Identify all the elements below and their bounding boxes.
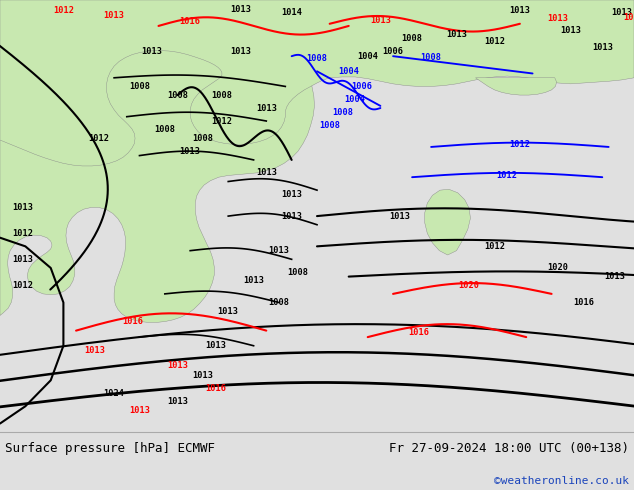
Text: 1004: 1004 [357, 51, 378, 61]
Text: 1008: 1008 [420, 53, 442, 62]
Text: 1008: 1008 [167, 91, 188, 99]
Text: 1016: 1016 [122, 318, 144, 326]
Text: 1008: 1008 [154, 125, 176, 134]
Text: 1012: 1012 [53, 6, 74, 15]
Text: 1008: 1008 [129, 82, 150, 91]
Text: 1013: 1013 [13, 255, 34, 264]
Text: 1013: 1013 [230, 48, 252, 56]
Text: 1008: 1008 [401, 34, 423, 44]
Text: 1013: 1013 [560, 26, 581, 35]
Text: 1013: 1013 [129, 406, 150, 415]
Text: 1008: 1008 [332, 108, 353, 117]
Text: 1013: 1013 [167, 397, 188, 406]
Text: 1008: 1008 [319, 121, 340, 130]
Text: 1020: 1020 [458, 281, 480, 290]
Text: 1013: 1013 [611, 8, 632, 17]
Polygon shape [0, 0, 634, 166]
Text: 1013: 1013 [217, 307, 239, 316]
Text: 1016: 1016 [573, 298, 594, 307]
Text: Surface pressure [hPa] ECMWF: Surface pressure [hPa] ECMWF [5, 442, 215, 455]
Text: 1013: 1013 [268, 246, 290, 255]
Text: 1008: 1008 [211, 91, 233, 99]
Text: 1013: 1013 [167, 361, 188, 369]
Text: 1014: 1014 [281, 8, 302, 18]
Text: 1008: 1008 [287, 268, 309, 277]
Text: 1013: 1013 [103, 11, 125, 20]
Polygon shape [476, 78, 557, 95]
Text: 1013: 1013 [141, 48, 163, 56]
Text: 1013: 1013 [256, 169, 277, 177]
Text: 1013: 1013 [230, 5, 252, 14]
Text: 1013: 1013 [192, 371, 214, 381]
Text: 1013: 1013 [84, 345, 106, 355]
Text: 1013: 1013 [547, 14, 569, 23]
Text: 1012: 1012 [509, 140, 531, 149]
Text: 1013: 1013 [243, 276, 264, 285]
Text: 1013: 1013 [446, 30, 467, 39]
Text: 1008: 1008 [192, 134, 214, 143]
Text: 1012: 1012 [211, 117, 233, 125]
Text: 1013: 1013 [256, 103, 277, 113]
Text: 1008: 1008 [306, 54, 328, 63]
Text: 1004: 1004 [338, 67, 359, 76]
Text: 1013: 1013 [13, 203, 34, 212]
Text: 1020: 1020 [547, 264, 569, 272]
Text: 1024: 1024 [103, 389, 125, 398]
Text: 1013: 1013 [509, 6, 531, 15]
Text: 1013: 1013 [179, 147, 201, 156]
Text: 1013: 1013 [281, 190, 302, 199]
Text: 1004: 1004 [344, 95, 366, 104]
Text: 1016: 1016 [179, 17, 201, 26]
Polygon shape [0, 1, 314, 322]
Text: 1012: 1012 [87, 134, 109, 143]
Polygon shape [425, 189, 470, 255]
Text: 1006: 1006 [382, 48, 404, 56]
Text: 1016: 1016 [205, 385, 226, 393]
Text: 1013: 1013 [604, 272, 626, 281]
Text: 1006: 1006 [351, 82, 372, 91]
Text: Fr 27-09-2024 18:00 UTC (00+138): Fr 27-09-2024 18:00 UTC (00+138) [389, 442, 629, 455]
Text: 1012: 1012 [13, 229, 34, 238]
Text: 1012: 1012 [13, 281, 34, 290]
Text: 1013: 1013 [205, 341, 226, 350]
Text: 1013: 1013 [389, 212, 410, 220]
Text: 1012: 1012 [484, 37, 505, 46]
Text: 1008: 1008 [268, 298, 290, 307]
Text: 1013: 1013 [370, 16, 391, 25]
Text: 1013: 1013 [281, 212, 302, 220]
Text: 1013: 1013 [592, 43, 613, 52]
Text: 1016: 1016 [408, 328, 429, 337]
Text: ©weatheronline.co.uk: ©weatheronline.co.uk [494, 476, 629, 487]
Text: 1012: 1012 [484, 242, 505, 251]
Text: 1012: 1012 [496, 171, 518, 180]
Text: 1013: 1013 [623, 13, 634, 22]
